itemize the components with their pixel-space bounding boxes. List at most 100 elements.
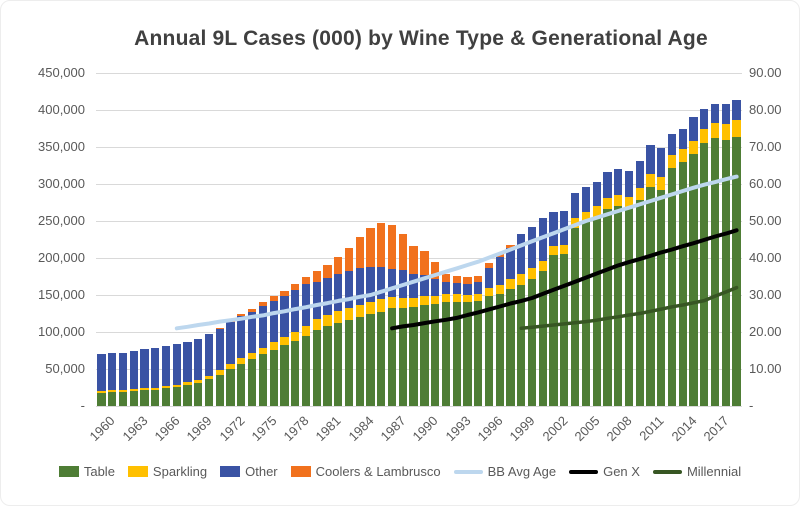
bar-1960 [97, 73, 106, 406]
bar-segment [398, 234, 407, 270]
bar-segment [247, 309, 257, 313]
bar-segment [366, 301, 375, 315]
bar-segment [441, 294, 451, 303]
bar-segment [549, 255, 558, 406]
bar-2016 [700, 73, 709, 406]
legend-item-coolers-lambrusco: Coolers & Lambrusco [290, 464, 441, 479]
gridline [96, 332, 742, 333]
bar-segment [614, 206, 623, 406]
legend-item-millennial: Millennial [652, 464, 741, 479]
bar-segment [226, 363, 235, 369]
bar-1974 [247, 73, 257, 406]
bar-segment [215, 328, 224, 371]
bar-segment [495, 293, 504, 406]
bar-segment [97, 354, 106, 392]
right-axis-tick: 80.00 [749, 102, 782, 117]
bar-2019 [732, 73, 741, 406]
bar-segment [474, 281, 483, 294]
bar-segment [678, 161, 687, 406]
legend-item-sparkling: Sparkling [127, 464, 207, 479]
legend-swatch [290, 466, 311, 477]
bar-segment [667, 155, 677, 168]
right-axis-tick: 10.00 [749, 361, 782, 376]
bar-segment [323, 326, 332, 406]
bar-segment [581, 186, 591, 213]
x-axis-tick: 2014 [668, 413, 700, 445]
bar-1981 [323, 73, 332, 406]
bar-1986 [377, 73, 386, 406]
bar-segment [506, 245, 515, 248]
bar-1977 [280, 73, 289, 406]
bar-segment [97, 392, 106, 406]
bar-1980 [312, 73, 321, 406]
x-axis-tick: 1990 [409, 413, 441, 445]
bar-segment [420, 295, 429, 305]
bar-2015 [689, 73, 698, 406]
bar-segment [452, 283, 461, 294]
bar-segment [237, 316, 246, 358]
bar-2002 [549, 73, 558, 406]
x-axis-tick: 1966 [151, 413, 183, 445]
bar-segment [452, 293, 461, 302]
bar-segment [441, 302, 451, 406]
bar-segment [474, 275, 483, 282]
bar-1997 [495, 73, 504, 406]
bar-segment [517, 233, 526, 275]
bar-segment [570, 228, 580, 406]
bar-segment [355, 317, 364, 406]
bar-segment [140, 388, 149, 391]
bar-segment [118, 391, 128, 406]
left-axis-tick: 100,000 [38, 324, 85, 339]
left-axis-tick: 50,000 [45, 361, 85, 376]
bar-segment [204, 379, 214, 406]
bar-segment [463, 277, 472, 284]
bar-segment [538, 260, 547, 272]
bar-segment [258, 306, 268, 348]
bar-2018 [721, 73, 730, 406]
legend-swatch [652, 469, 682, 474]
bar-segment [377, 299, 386, 313]
bar-segment [603, 209, 612, 406]
bar-1995 [474, 73, 483, 406]
legend-item-bb-avg-age: BB Avg Age [453, 464, 556, 479]
bar-segment [129, 388, 138, 392]
bar-1966 [161, 73, 171, 406]
bar-segment [732, 100, 741, 121]
bar-segment [312, 319, 321, 330]
bar-1962 [118, 73, 128, 406]
x-axis-tick: 1978 [280, 413, 312, 445]
bar-1971 [215, 73, 224, 406]
bar-segment [172, 384, 181, 387]
x-axis-tick: 1987 [377, 413, 409, 445]
bar-2013 [667, 73, 677, 406]
bar-2017 [710, 73, 720, 406]
bar-segment [269, 342, 278, 350]
bar-1968 [183, 73, 192, 406]
right-axis-tick: 40.00 [749, 250, 782, 265]
x-axis-tick: 1984 [345, 413, 377, 445]
bar-segment [732, 136, 741, 406]
bar-segment [161, 346, 171, 387]
right-axis-tick: 90.00 [749, 65, 782, 80]
bar-segment [732, 120, 741, 137]
bar-segment [721, 104, 730, 125]
bar-2009 [624, 73, 634, 406]
bar-segment [678, 149, 687, 162]
gridline [96, 406, 742, 407]
bar-segment [334, 323, 343, 406]
bar-segment [398, 297, 407, 308]
bar-segment [312, 329, 321, 406]
bar-segment [237, 357, 246, 364]
bar-segment [97, 391, 106, 393]
x-axis-tick: 1960 [86, 413, 118, 445]
bar-segment [689, 117, 698, 142]
bar-segment [323, 315, 332, 327]
bar-segment [398, 307, 407, 406]
bar-segment [377, 312, 386, 406]
bar-segment [140, 390, 149, 406]
right-axis-tick: 60.00 [749, 176, 782, 191]
bar-segment [344, 247, 354, 271]
legend-item-gen-x: Gen X [569, 464, 640, 479]
x-axis-tick: 1972 [216, 413, 248, 445]
bar-2011 [646, 73, 655, 406]
